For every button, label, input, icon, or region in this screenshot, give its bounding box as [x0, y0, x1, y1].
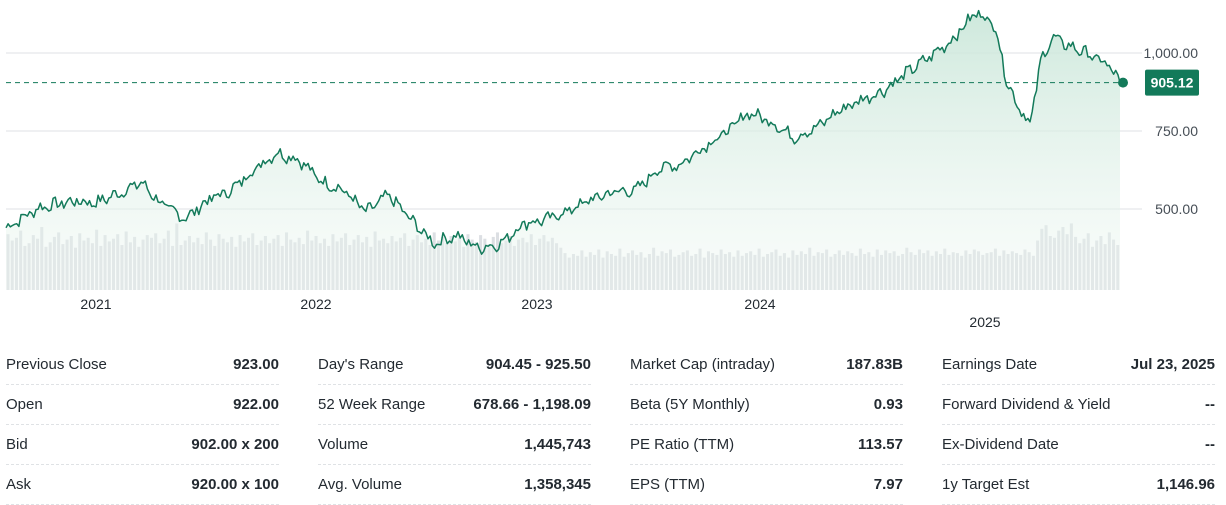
stat-row: Beta (5Y Monthly) 0.93: [630, 385, 903, 425]
y-tick-label: 1,000.00: [1144, 45, 1199, 61]
stats-column-2: Day's Range 904.45 - 925.50 52 Week Range…: [318, 345, 591, 505]
x-tick-label: 2023: [521, 296, 552, 312]
stat-label: Avg. Volume: [318, 476, 402, 493]
stat-row: PE Ratio (TTM) 113.57: [630, 425, 903, 465]
stat-label: PE Ratio (TTM): [630, 436, 735, 453]
current-price-badge-bg: [1145, 69, 1199, 96]
stat-row: Day's Range 904.45 - 925.50: [318, 345, 591, 385]
stat-value: 678.66 - 1,198.09: [473, 396, 591, 413]
x-axis-ticks: 2021 2022 2023 2024 2025: [80, 296, 1000, 330]
stat-value: 7.97: [873, 476, 903, 493]
stat-label: Market Cap (intraday): [630, 356, 776, 373]
stat-row: Forward Dividend & Yield --: [942, 385, 1215, 425]
stat-row: 1y Target Est 1,146.96: [942, 465, 1215, 505]
stat-label: Forward Dividend & Yield: [942, 396, 1111, 413]
stat-value: 1,358,345: [524, 476, 591, 493]
stat-row: Market Cap (intraday) 187.83B: [630, 345, 903, 385]
stat-label: 1y Target Est: [942, 476, 1030, 493]
stat-label: 52 Week Range: [318, 396, 426, 413]
stat-value: 1,445,743: [524, 436, 591, 453]
stat-label: EPS (TTM): [630, 476, 705, 493]
stat-label: Day's Range: [318, 356, 404, 373]
stat-row: Avg. Volume 1,358,345: [318, 465, 591, 505]
current-price-dot: [1118, 77, 1128, 88]
stat-row: Ex-Dividend Date --: [942, 425, 1215, 465]
stat-label: Ask: [6, 476, 32, 493]
price-line: [5, 9, 1121, 255]
stat-row: Earnings Date Jul 23, 2025: [942, 345, 1215, 385]
stats-column-4: Earnings Date Jul 23, 2025 Forward Divide…: [942, 345, 1215, 505]
current-price-label: 905.12: [1151, 75, 1194, 91]
stat-value: 187.83B: [846, 356, 903, 373]
stat-row: Open 922.00: [6, 385, 279, 425]
x-tick-label: 2022: [300, 296, 331, 312]
stat-row: Ask 920.00 x 100: [6, 465, 279, 505]
stat-value: 0.93: [873, 396, 903, 413]
x-tick-label: 2021: [80, 296, 111, 312]
stat-row: EPS (TTM) 7.97: [630, 465, 903, 505]
stat-label: Volume: [318, 436, 369, 453]
price-area-fill: [6, 10, 1120, 290]
stat-label: Open: [6, 396, 43, 413]
y-axis-ticks: 1,000.00 750.00 500.00: [1144, 45, 1199, 217]
stat-value: Jul 23, 2025: [1130, 356, 1215, 373]
stat-label: Earnings Date: [942, 356, 1038, 373]
stat-value: 902.00 x 200: [191, 436, 279, 453]
stat-value: 920.00 x 100: [191, 476, 279, 493]
stats-column-1: Previous Close 923.00 Open 922.00 Bid 902.0…: [6, 345, 279, 505]
stat-value: 113.57: [857, 436, 903, 453]
x-tick-label: 2024: [744, 296, 775, 312]
stat-row: Previous Close 923.00: [6, 345, 279, 385]
stat-label: Ex-Dividend Date: [942, 436, 1059, 453]
stat-value: 1,146.96: [1156, 476, 1215, 493]
stat-label: Beta (5Y Monthly): [630, 396, 750, 413]
current-price-badge: 905.12: [1145, 69, 1199, 96]
x-tick-label: 2025: [969, 314, 1000, 330]
stat-value: 923.00: [233, 356, 279, 373]
stat-value: 904.45 - 925.50: [485, 356, 591, 373]
y-tick-label: 500.00: [1155, 201, 1198, 217]
stat-value: --: [1205, 396, 1215, 413]
stats-column-3: Market Cap (intraday) 187.83B Beta (5Y Mo…: [630, 345, 903, 505]
stat-row: Bid 902.00 x 200: [6, 425, 279, 465]
stat-row: 52 Week Range 678.66 - 1,198.09: [318, 385, 591, 425]
stat-label: Bid: [6, 436, 28, 453]
quote-stats: Previous Close 923.00 Open 922.00 Bid 902.0…: [6, 345, 1218, 505]
y-tick-label: 750.00: [1155, 123, 1198, 139]
stat-value: --: [1205, 436, 1215, 453]
stat-value: 922.00: [233, 396, 279, 413]
stat-label: Previous Close: [6, 356, 107, 373]
stat-row: Volume 1,445,743: [318, 425, 591, 465]
